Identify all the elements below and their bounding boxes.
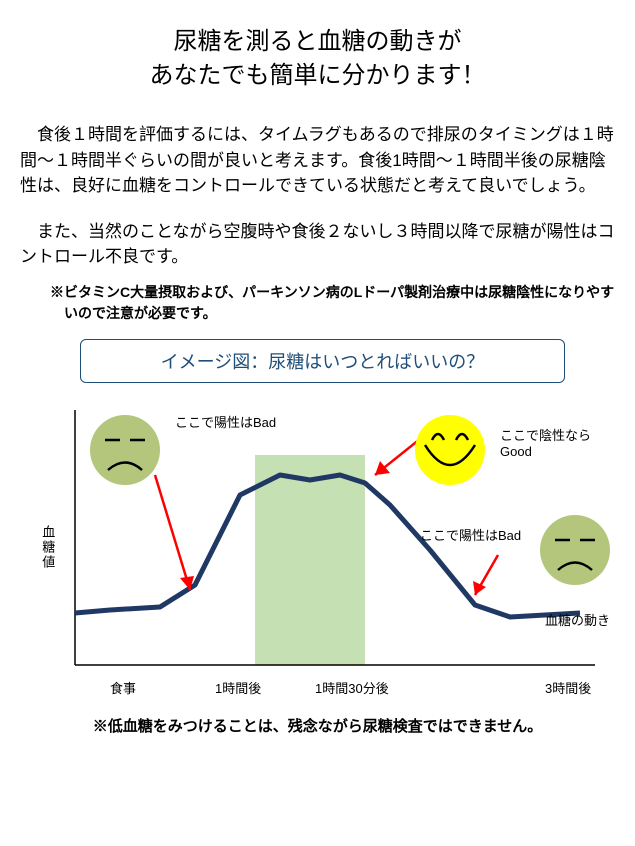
footer-note: ※低血糖をみつけることは、残念ながら尿糖検査ではできません。	[20, 715, 615, 736]
arrow-1	[155, 475, 194, 590]
paragraph-2: また、当然のことながら空腹時や食後２ないし３時間以降で尿糖が陽性はコントロール不…	[20, 219, 615, 270]
page-title: 尿糖を測ると血糖の動きが あなたでも簡単に分かります！	[20, 25, 615, 92]
annotation-bad-1: ここで陽性はBad	[175, 412, 276, 431]
paragraph-1: 食後１時間を評価するには、タイムラグもあるので排尿のタイミングは１時間～１時間半…	[20, 122, 615, 199]
chart-title: イメージ図：尿糖はいつとればいいの？	[161, 352, 485, 372]
annotation-bad-2: ここで陽性はBad	[420, 525, 521, 544]
title-line2: あなたでも簡単に分かります！	[150, 62, 486, 89]
sad-face-icon-1	[90, 415, 160, 485]
happy-face-icon	[415, 415, 485, 485]
title-line1: 尿糖を測ると血糖の動きが	[174, 28, 462, 55]
x-label-1: 1時間後	[215, 678, 261, 697]
chart-title-box: イメージ図：尿糖はいつとればいいの？	[80, 339, 565, 383]
arrow-3	[473, 555, 498, 595]
x-label-2: 1時間30分後	[315, 678, 389, 697]
y-axis-label: 血糖値	[40, 525, 54, 570]
note-1: ※ビタミンC大量摂取および、パーキンソン病のLドーパ製剤治療中は尿糖陰性になりや…	[50, 282, 615, 324]
good-zone-shade	[255, 455, 365, 665]
annotation-line: 血糖の動き	[545, 610, 610, 629]
annotation-good: ここで陰性ならGood	[500, 425, 615, 459]
chart: 血糖値 ここで陽性はBad ここで陰性ならGood ここで陽性はBad 血糖の動…	[20, 395, 615, 705]
x-label-0: 食事	[110, 678, 136, 697]
x-label-3: 3時間後	[545, 678, 591, 697]
sad-face-icon-2	[540, 515, 610, 585]
